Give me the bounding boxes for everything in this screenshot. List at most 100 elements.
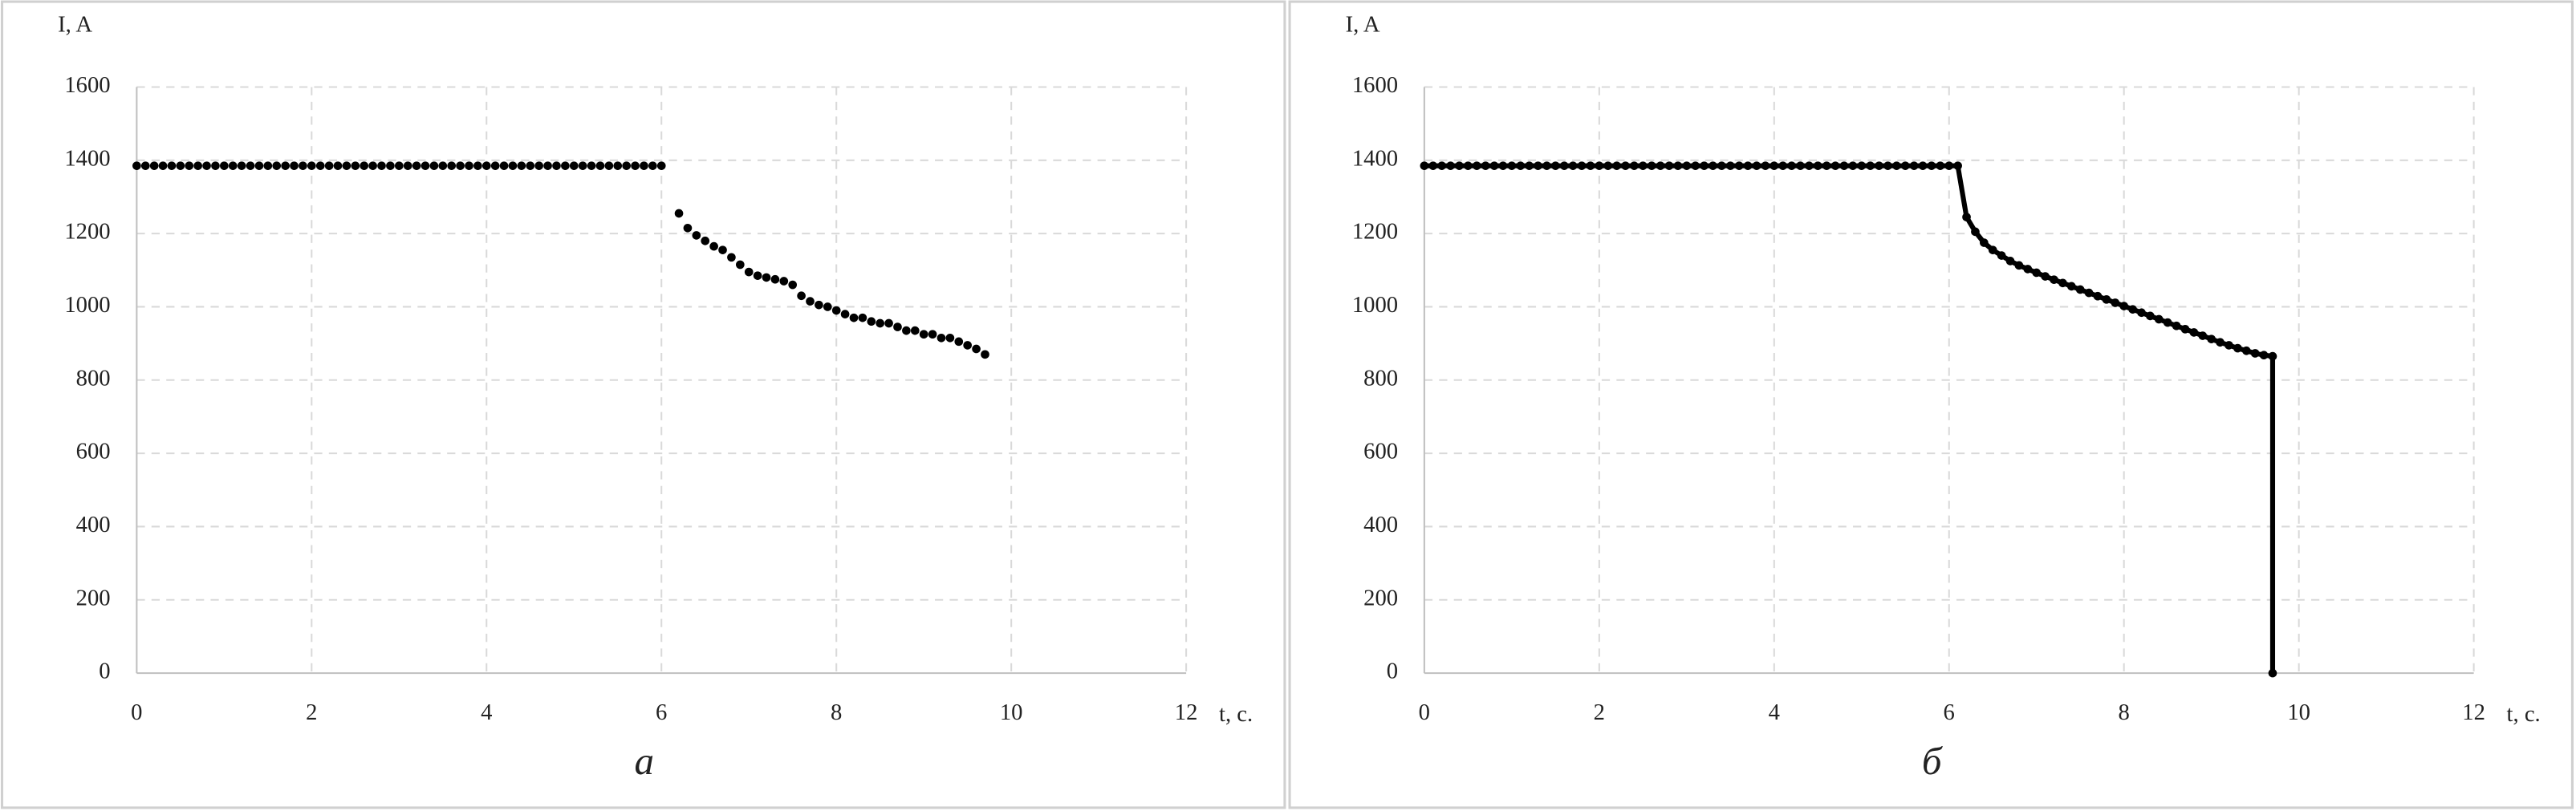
data-point xyxy=(893,322,902,331)
data-point xyxy=(132,161,141,170)
data-point xyxy=(211,161,220,170)
data-point xyxy=(1603,161,1613,170)
data-point xyxy=(481,161,491,170)
data-point xyxy=(876,318,885,328)
data-point xyxy=(692,231,701,240)
data-point xyxy=(1525,161,1534,170)
data-point xyxy=(1761,161,1770,170)
data-point xyxy=(465,161,473,170)
data-point xyxy=(919,330,928,339)
x-axis-label: t, c. xyxy=(1219,701,1253,727)
y-tick-label: 1200 xyxy=(64,219,110,245)
x-tick-label: 2 xyxy=(1594,699,1605,725)
data-point xyxy=(2119,302,2129,310)
data-point xyxy=(2093,291,2103,301)
data-point xyxy=(1700,161,1709,170)
data-point xyxy=(2180,324,2190,334)
x-tick-label: 10 xyxy=(1000,699,1023,725)
data-point xyxy=(1953,161,1962,170)
data-point xyxy=(937,333,946,343)
data-point xyxy=(552,161,561,170)
data-point xyxy=(1769,161,1779,170)
data-point xyxy=(1830,161,1840,170)
data-point xyxy=(779,277,789,286)
x-tick-label: 10 xyxy=(2287,699,2310,725)
data-point xyxy=(1691,161,1700,170)
data-point xyxy=(718,245,727,254)
data-point xyxy=(2233,343,2242,353)
data-point xyxy=(377,161,386,170)
data-point xyxy=(394,161,404,170)
data-point xyxy=(149,161,159,170)
data-point xyxy=(1656,161,1665,170)
data-point xyxy=(333,161,343,170)
data-point xyxy=(360,161,369,170)
y-tick-label: 0 xyxy=(99,659,110,684)
data-point xyxy=(849,313,859,322)
data-point xyxy=(648,161,657,170)
data-point xyxy=(674,209,684,218)
data-point xyxy=(753,271,762,280)
caption: а xyxy=(634,739,654,783)
data-point xyxy=(1971,227,1980,237)
data-point xyxy=(2163,318,2172,327)
data-point xyxy=(158,161,168,170)
data-point xyxy=(770,274,780,284)
data-point xyxy=(299,161,307,170)
panel-frame xyxy=(1288,0,2574,809)
data-point xyxy=(1805,161,1814,170)
x-axis-label: t, c. xyxy=(2507,701,2541,727)
data-point xyxy=(1428,161,1438,170)
data-point xyxy=(1647,161,1656,170)
data-point xyxy=(473,161,482,170)
data-point xyxy=(2032,268,2042,278)
data-point xyxy=(867,317,876,326)
data-point xyxy=(981,350,989,359)
data-point xyxy=(1787,161,1796,170)
data-point xyxy=(386,161,395,170)
data-point xyxy=(2268,668,2277,678)
data-point xyxy=(2137,308,2146,318)
data-point xyxy=(263,161,273,170)
data-point xyxy=(237,161,246,170)
y-tick-label: 1600 xyxy=(1352,72,1398,98)
data-point xyxy=(788,280,798,290)
data-point xyxy=(254,161,264,170)
data-point xyxy=(1534,161,1542,170)
data-point xyxy=(2111,298,2120,307)
x-tick-label: 0 xyxy=(1419,699,1430,725)
data-point xyxy=(202,161,211,170)
data-point xyxy=(1638,161,1648,170)
data-point xyxy=(2172,321,2181,330)
data-point xyxy=(2084,288,2094,298)
data-point xyxy=(2259,351,2269,360)
y-tick-label: 400 xyxy=(76,512,111,537)
data-point xyxy=(447,161,457,170)
data-point xyxy=(2066,282,2076,291)
data-point xyxy=(307,161,316,170)
data-point xyxy=(569,161,579,170)
x-tick-label: 8 xyxy=(2119,699,2130,725)
data-point xyxy=(840,310,850,318)
data-point xyxy=(220,161,229,170)
data-point xyxy=(1900,161,1910,170)
data-point xyxy=(1725,161,1735,170)
y-axis-label: I, A xyxy=(58,11,92,37)
data-point xyxy=(1568,161,1578,170)
data-point xyxy=(928,330,937,339)
y-tick-label: 400 xyxy=(1363,512,1398,537)
data-point xyxy=(281,161,290,170)
caption: б xyxy=(1922,739,1944,783)
data-point xyxy=(429,161,439,170)
data-point xyxy=(1883,161,1892,170)
data-point xyxy=(1446,161,1455,170)
data-point xyxy=(701,236,710,245)
y-tick-label: 800 xyxy=(1363,365,1398,391)
data-point xyxy=(1709,161,1717,170)
x-tick-label: 0 xyxy=(131,699,142,725)
data-point xyxy=(2154,314,2164,324)
data-point xyxy=(797,291,806,301)
data-point xyxy=(1673,161,1683,170)
data-point xyxy=(2023,265,2033,274)
data-point xyxy=(517,161,526,170)
